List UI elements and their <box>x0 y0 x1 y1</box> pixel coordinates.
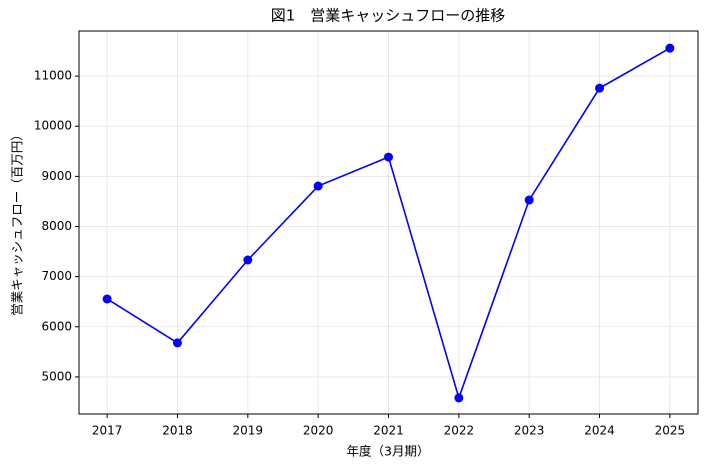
x-tick-label: 2023 <box>514 424 545 438</box>
data-point <box>524 195 534 205</box>
y-tick-label: 8000 <box>41 219 72 233</box>
data-point <box>313 181 323 191</box>
x-tick-label: 2019 <box>233 424 264 438</box>
plot-frame <box>78 30 699 415</box>
y-tick-label: 6000 <box>41 319 72 333</box>
x-tick-label: 2024 <box>584 424 615 438</box>
y-tick-label: 5000 <box>41 369 72 383</box>
x-tick-label: 2020 <box>303 424 334 438</box>
chart-title: 図1 営業キャッシュフローの推移 <box>271 7 506 25</box>
x-tick-label: 2022 <box>444 424 475 438</box>
y-tick-label: 7000 <box>41 269 72 283</box>
x-tick-label: 2018 <box>162 424 193 438</box>
x-tick-label: 2021 <box>373 424 404 438</box>
x-tick-label: 2025 <box>655 424 686 438</box>
data-point <box>665 43 675 53</box>
x-axis-label: 年度（3月期） <box>347 444 430 459</box>
y-axis-label: 営業キャッシュフロー（百万円） <box>10 128 25 316</box>
data-point <box>384 152 393 162</box>
x-tick-label: 2017 <box>92 424 123 438</box>
data-point <box>243 255 253 265</box>
data-point <box>102 294 112 304</box>
y-tick-label: 9000 <box>41 169 72 183</box>
y-tick-label: 10000 <box>34 119 72 133</box>
data-point <box>595 83 605 93</box>
y-tick-label: 11000 <box>34 69 72 83</box>
data-point <box>454 393 464 403</box>
data-point <box>172 338 182 348</box>
